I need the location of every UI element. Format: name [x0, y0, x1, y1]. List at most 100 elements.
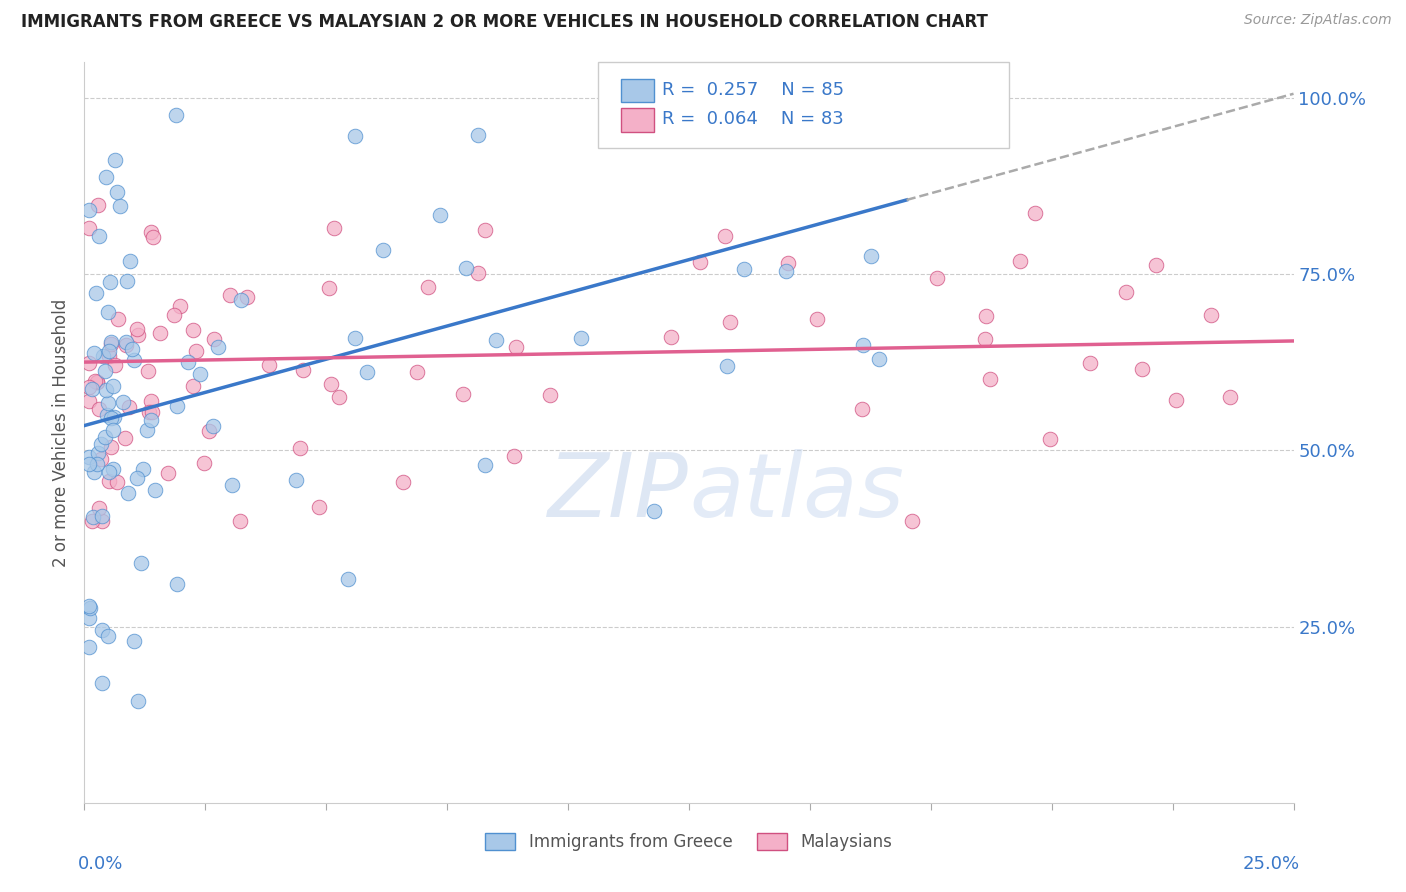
Text: 25.0%: 25.0%	[1243, 855, 1299, 872]
Point	[77, 599, 100, 614]
Point	[257, 358, 280, 372]
Point	[83, 345, 105, 359]
Point	[104, 358, 127, 372]
Point	[83, 465, 105, 479]
Point	[337, 572, 360, 586]
Point	[321, 376, 343, 391]
Text: 0.0%: 0.0%	[79, 855, 124, 872]
Point	[474, 458, 496, 473]
Point	[285, 474, 308, 488]
Point	[344, 128, 367, 143]
Point	[868, 352, 890, 367]
Point	[202, 332, 225, 346]
Point	[115, 337, 138, 351]
Point	[127, 694, 149, 708]
Point	[485, 333, 508, 347]
Point	[851, 402, 873, 417]
Point	[1115, 285, 1137, 300]
Point	[323, 220, 346, 235]
Point	[229, 293, 252, 307]
Point	[120, 254, 142, 268]
Point	[103, 410, 125, 425]
Point	[86, 375, 108, 389]
Point	[136, 423, 159, 437]
Point	[132, 461, 155, 475]
Point	[503, 449, 526, 463]
Point	[79, 601, 101, 615]
Point	[207, 340, 229, 354]
Point	[716, 359, 738, 374]
Point	[163, 308, 186, 322]
Point	[82, 510, 104, 524]
Point	[219, 287, 242, 301]
Point	[125, 471, 148, 485]
Point	[974, 309, 997, 323]
Point	[94, 170, 117, 185]
Point	[125, 322, 148, 336]
Point	[198, 424, 221, 438]
Point	[91, 509, 114, 524]
Point	[778, 255, 800, 269]
Point	[94, 364, 117, 378]
Point	[1024, 206, 1046, 220]
Point	[97, 465, 120, 479]
Point	[1199, 308, 1222, 322]
Point	[318, 281, 340, 295]
Text: Source: ZipAtlas.com: Source: ZipAtlas.com	[1244, 13, 1392, 28]
Point	[391, 475, 413, 489]
FancyBboxPatch shape	[621, 78, 654, 103]
Point	[98, 474, 121, 488]
Point	[416, 280, 439, 294]
Point	[451, 387, 474, 401]
Point	[77, 221, 100, 235]
Point	[86, 446, 108, 460]
Point	[184, 343, 207, 358]
Point	[165, 108, 187, 122]
Text: R =  0.064    N = 83: R = 0.064 N = 83	[662, 111, 844, 128]
Point	[229, 514, 252, 528]
Point	[1166, 393, 1188, 408]
Point	[115, 274, 138, 288]
Point	[733, 262, 755, 277]
Point	[1078, 356, 1101, 370]
Point	[77, 202, 100, 217]
Point	[86, 286, 108, 301]
Point	[139, 393, 162, 408]
Point	[100, 275, 122, 289]
Point	[98, 349, 121, 363]
Point	[138, 405, 160, 419]
Point	[86, 457, 108, 471]
Point	[181, 323, 204, 337]
Point	[467, 266, 489, 280]
Point	[98, 343, 121, 358]
Point	[77, 356, 100, 370]
Point	[166, 399, 188, 413]
Point	[1039, 432, 1062, 446]
Point	[91, 623, 114, 637]
Point	[94, 430, 117, 444]
Point	[80, 382, 103, 396]
Point	[406, 365, 429, 379]
Point	[769, 91, 792, 105]
Point	[474, 223, 496, 237]
Point	[127, 327, 149, 342]
Point	[105, 186, 128, 200]
Point	[129, 556, 152, 570]
Point	[714, 229, 737, 244]
Point	[91, 349, 114, 363]
Point	[775, 264, 797, 278]
Point	[343, 330, 366, 344]
Point	[221, 478, 243, 492]
Point	[538, 387, 561, 401]
Point	[979, 372, 1001, 386]
Point	[94, 383, 117, 397]
Point	[97, 396, 120, 410]
Point	[141, 405, 163, 419]
Point	[143, 483, 166, 498]
Point	[156, 466, 179, 480]
Point	[117, 401, 139, 415]
Point	[112, 395, 135, 409]
Y-axis label: 2 or more Vehicles in Household: 2 or more Vehicles in Household	[52, 299, 70, 566]
Point	[139, 225, 162, 239]
Point	[689, 255, 711, 269]
